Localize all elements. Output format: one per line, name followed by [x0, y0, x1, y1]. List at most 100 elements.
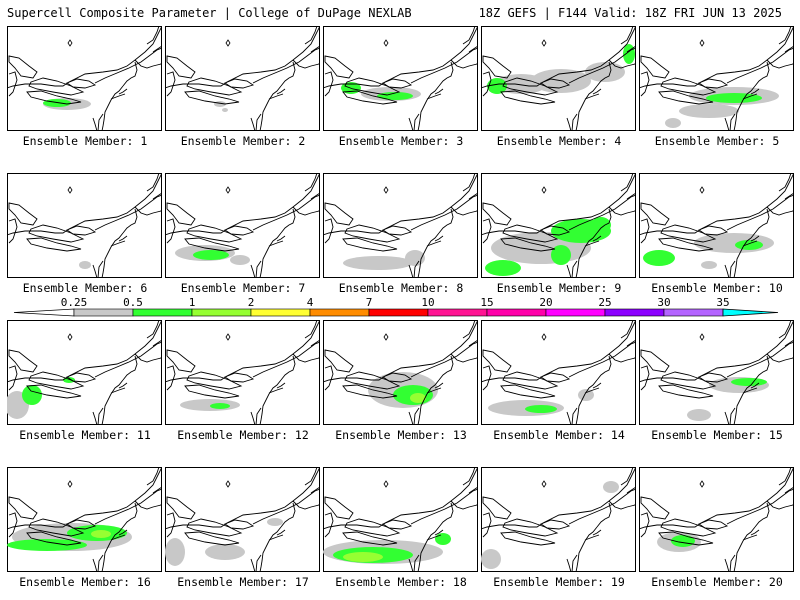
diamond-marker-icon — [541, 333, 547, 341]
map-outline — [324, 496, 354, 520]
ensemble-member-label: Ensemble Member: 5 — [654, 134, 780, 148]
diamond-marker-icon — [67, 186, 73, 194]
map-outline — [626, 192, 636, 200]
ensemble-member-label: Ensemble Member: 13 — [335, 428, 467, 442]
map-outline — [729, 260, 736, 278]
map-outline — [26, 90, 82, 105]
map-outline — [482, 349, 512, 373]
map-outline — [482, 218, 492, 244]
map-outline — [608, 500, 636, 510]
map-outline — [482, 365, 492, 391]
map-frame — [7, 26, 162, 131]
map-outline — [184, 531, 240, 546]
scp-shading — [485, 260, 521, 276]
map-outline — [292, 500, 320, 510]
ensemble-member-map — [323, 320, 478, 425]
colorbar-segment — [427, 308, 488, 317]
map-outline — [344, 518, 401, 537]
map-outline — [608, 59, 636, 69]
map-outline — [450, 206, 478, 216]
map-outline — [66, 78, 97, 89]
map-outline — [224, 78, 255, 89]
map-outline — [450, 500, 478, 510]
map-outline — [658, 531, 714, 546]
map-outline — [101, 232, 124, 278]
map-outline — [255, 260, 262, 278]
ensemble-member-map — [481, 467, 636, 572]
map-outline — [28, 224, 85, 243]
map-outline — [252, 47, 320, 84]
map-outline — [408, 411, 414, 425]
map-outline — [500, 384, 556, 399]
map-outline — [304, 320, 318, 339]
colorbar-segment — [73, 308, 134, 317]
map-outline — [310, 45, 320, 53]
map-outline — [252, 341, 320, 378]
map-outline — [766, 353, 794, 363]
map-outline — [118, 235, 128, 242]
map-outline — [382, 519, 413, 530]
map-outline — [658, 237, 714, 252]
colorbar-over-arrow — [722, 308, 779, 317]
map-outline — [152, 339, 162, 347]
ensemble-member-label: Ensemble Member: 1 — [22, 134, 148, 148]
colorbar-tick-label: 1 — [189, 296, 196, 309]
map-outline — [408, 264, 414, 278]
map-outline — [596, 502, 612, 528]
scp-shading — [193, 250, 229, 260]
map-outline — [110, 387, 126, 394]
map-outline — [165, 320, 320, 383]
scp-shading — [230, 255, 250, 265]
map-outline — [8, 349, 38, 373]
map-outline — [742, 387, 758, 394]
map-graphic — [639, 320, 794, 425]
map-outline — [323, 320, 478, 383]
map-outline — [626, 339, 636, 347]
map-outline — [66, 519, 97, 530]
map-outline — [166, 55, 196, 79]
scp-shading — [679, 104, 739, 118]
map-outline — [482, 71, 492, 97]
map-outline — [438, 502, 454, 528]
map-outline — [724, 117, 730, 131]
map-outline — [724, 264, 730, 278]
map-outline — [410, 194, 478, 231]
map-frame — [7, 467, 162, 572]
colorbar-graphic: 0.25 0.5 1 2 4 7 10 15 20 25 30 35 — [13, 296, 779, 317]
map-outline — [252, 488, 320, 525]
map-outline — [726, 47, 794, 84]
map-outline — [166, 202, 196, 226]
colorbar-tick-label: 7 — [366, 296, 373, 309]
map-graphic — [7, 320, 162, 425]
scp-shading — [22, 385, 42, 405]
map-outline — [382, 225, 413, 236]
map-outline — [660, 77, 717, 96]
map-outline — [224, 519, 255, 530]
map-outline — [28, 77, 85, 96]
colorbar-segment — [486, 308, 547, 317]
map-outline — [640, 55, 670, 79]
map-graphic — [165, 467, 320, 572]
map-outline — [250, 411, 256, 425]
map-outline — [276, 529, 286, 536]
diamond-marker-icon — [541, 480, 547, 488]
colorbar-tick-label: 15 — [480, 296, 493, 309]
map-outline — [596, 61, 612, 87]
scp-shading — [210, 403, 230, 409]
map-outline — [224, 225, 255, 236]
map-outline — [413, 113, 420, 131]
map-outline — [784, 486, 794, 494]
ensemble-member-map — [323, 467, 478, 572]
map-outline — [66, 372, 97, 383]
scp-shading — [643, 250, 675, 266]
ensemble-member-map — [7, 320, 162, 425]
map-outline — [778, 26, 792, 45]
scp-shading — [481, 549, 501, 569]
scp-shading — [585, 62, 625, 82]
scp-shading — [706, 93, 762, 103]
map-outline — [292, 353, 320, 363]
map-outline — [26, 531, 82, 546]
scp-shading — [591, 217, 611, 233]
map-outline — [101, 379, 124, 425]
map-outline — [92, 411, 98, 425]
